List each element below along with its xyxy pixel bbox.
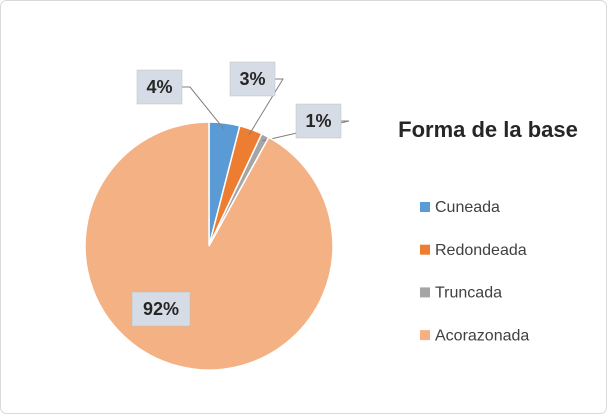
data-label: 4%	[146, 77, 172, 97]
legend-label: Truncada	[435, 285, 502, 302]
label-box	[131, 291, 191, 327]
label-box	[229, 61, 276, 97]
data-label: 1%	[305, 111, 331, 131]
data-label: 92%	[143, 299, 179, 319]
legend-swatch	[420, 287, 430, 298]
chart-title: Forma de la base	[398, 117, 578, 142]
legend-label: Cuneada	[435, 199, 500, 216]
label-box	[136, 69, 183, 105]
label-box	[295, 103, 342, 139]
leader-line	[262, 120, 350, 142]
pie-slice	[84, 121, 334, 371]
data-label: 3%	[239, 69, 265, 89]
legend-label: Acorazonada	[435, 327, 529, 344]
legend-swatch	[420, 330, 430, 341]
leader-line	[182, 86, 225, 130]
leader-line	[248, 78, 284, 136]
legend-swatch	[420, 202, 430, 212]
legend-label: Redondeada	[435, 242, 527, 259]
legend-swatch	[420, 244, 430, 255]
